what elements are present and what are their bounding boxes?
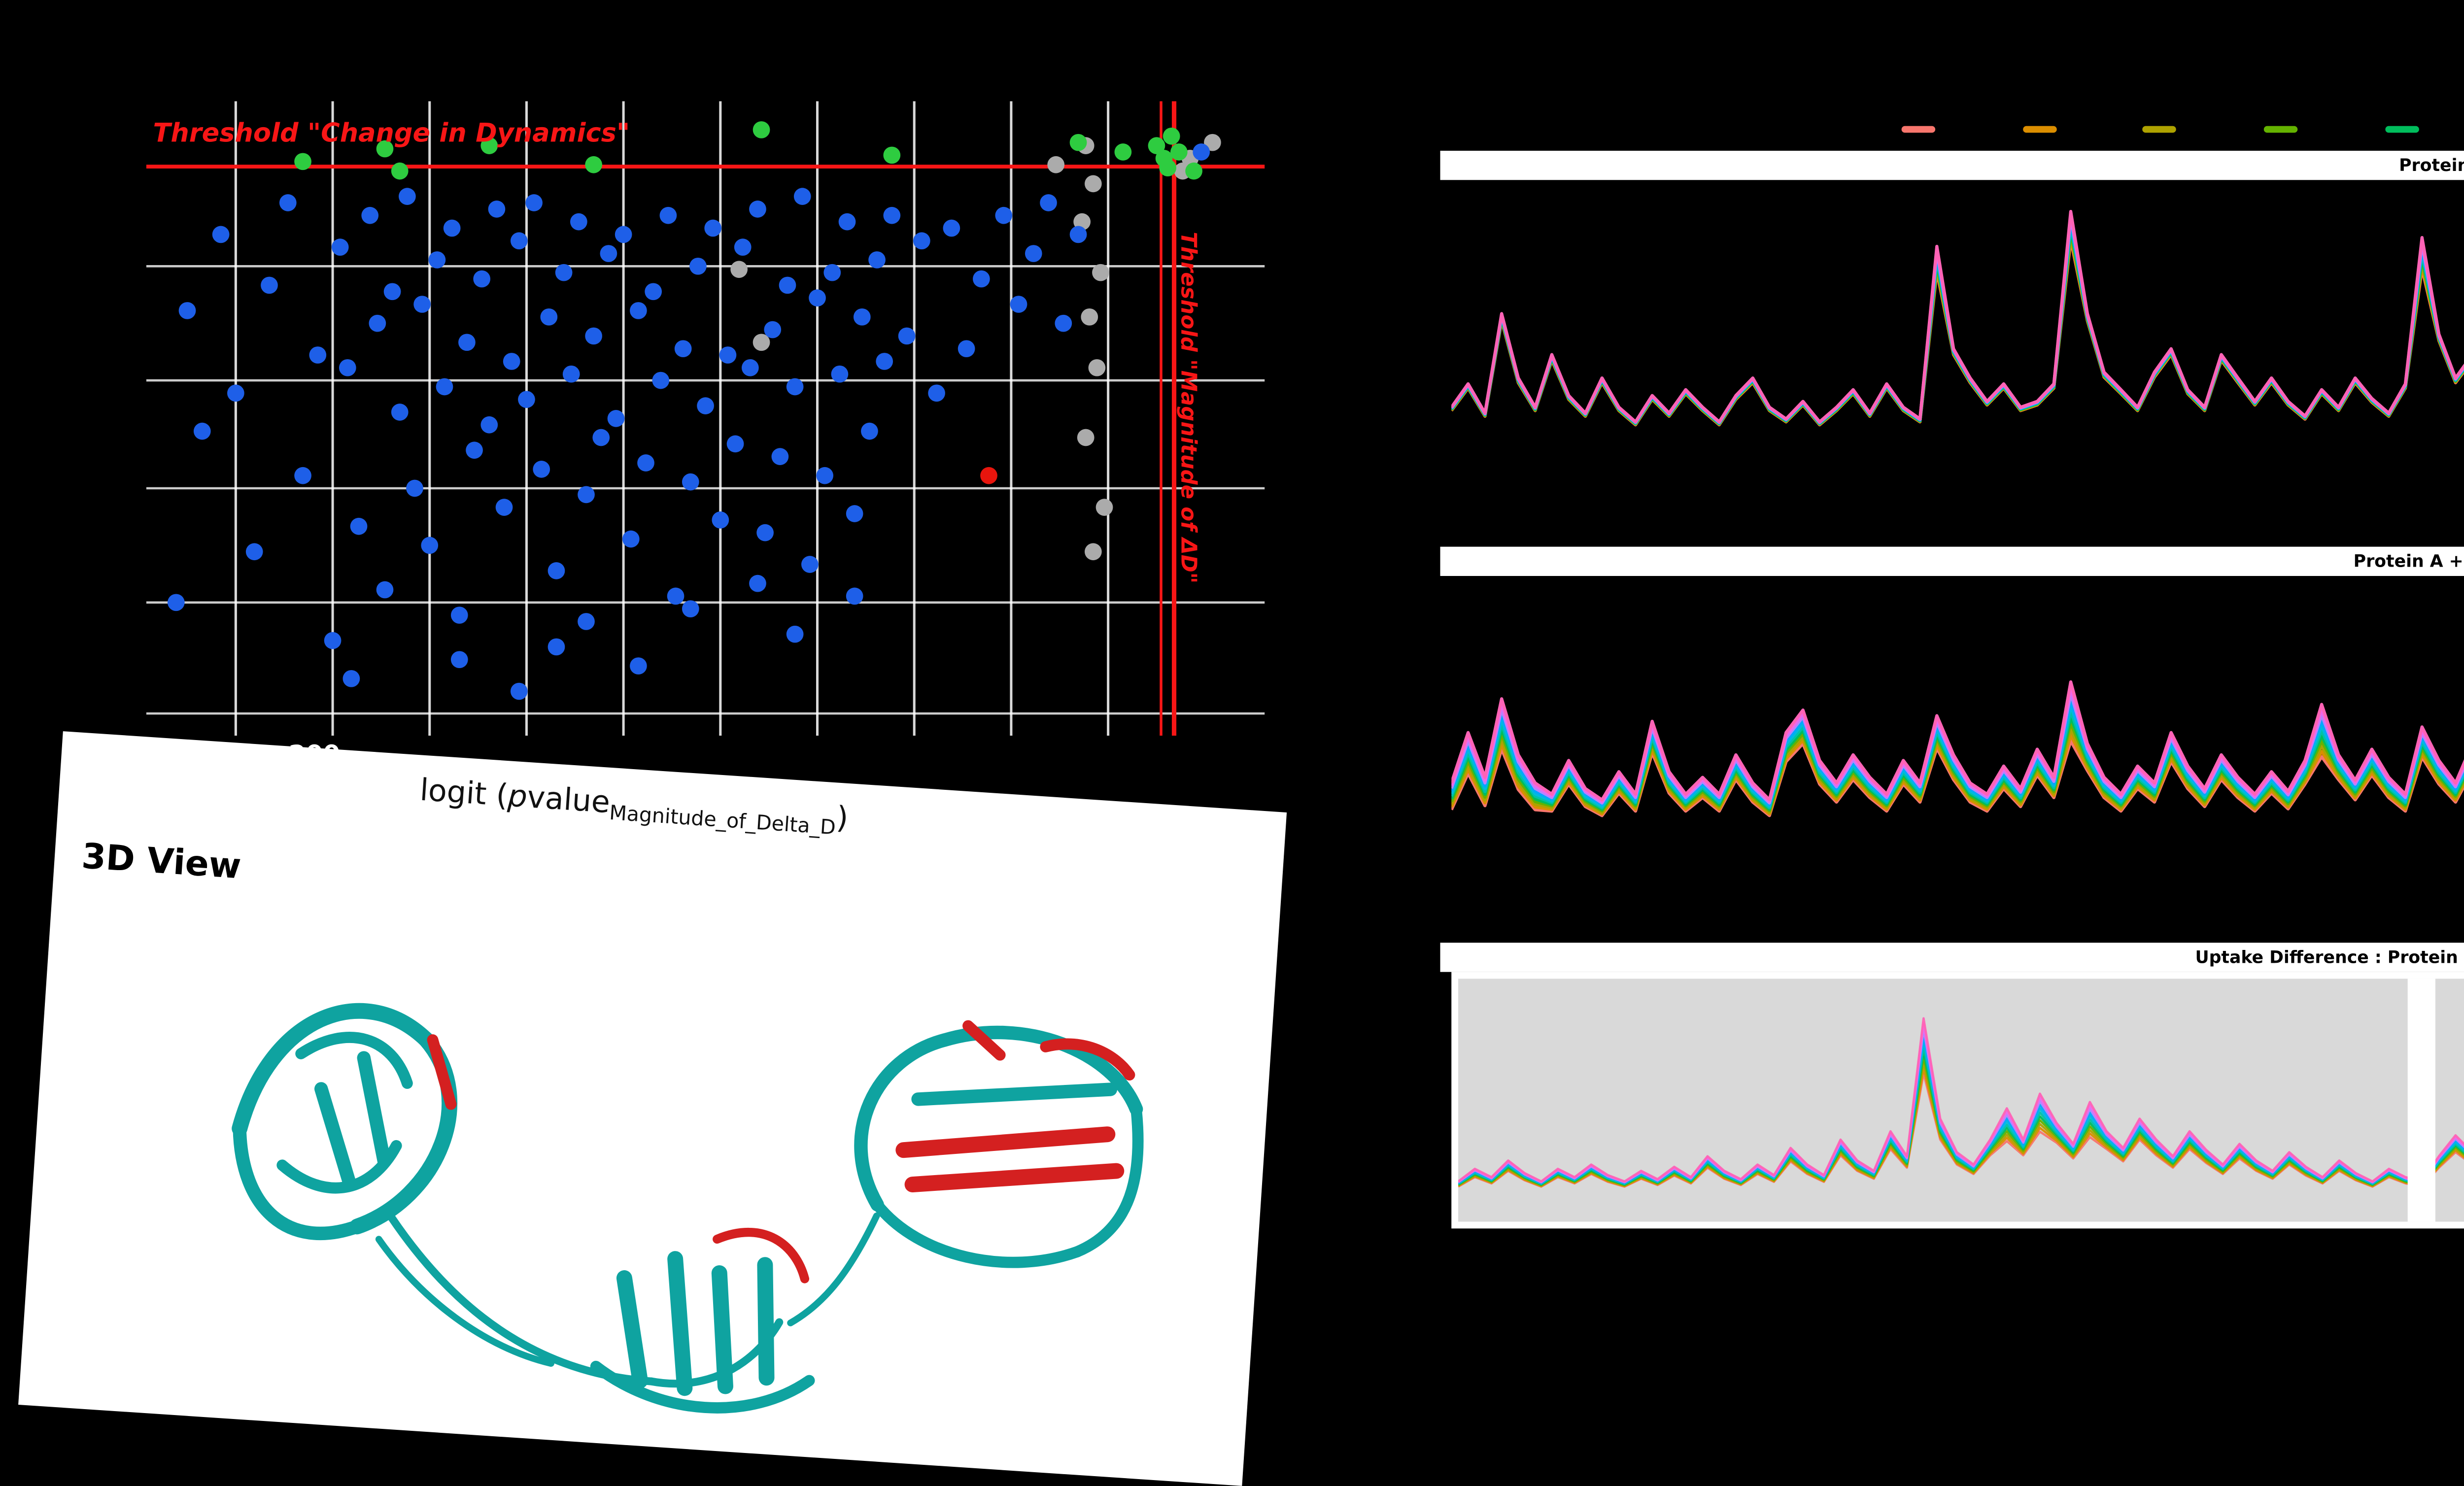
panel-title-protein-a-ligand: Protein A + Ligand	[1440, 546, 2464, 576]
series-legend	[1901, 124, 2464, 135]
threshold-magnitude-label: Threshold "Magnitude of ΔD"	[1174, 232, 1199, 584]
app-canvas: Threshold "Change in Dynamics" Threshold…	[18, 101, 2464, 1486]
uptake-plot-protein-a-ligand[interactable]	[1450, 578, 2464, 905]
uptake-difference-plot[interactable]	[1451, 972, 2464, 1229]
panel-title-protein-a: Protein A	[1440, 150, 2464, 180]
view3d-title: 3D View	[80, 836, 242, 887]
panel-title-uptake-difference: Uptake Difference : Protein A - (Protein…	[1440, 943, 2464, 972]
panel-3d[interactable]: logit (pvalueMagnitude_of_Delta_D) 3D Vi…	[18, 731, 1287, 1486]
legend-swatch-2[interactable]	[2143, 125, 2177, 134]
legend-swatch-4[interactable]	[2385, 125, 2419, 134]
protein-structure[interactable]	[142, 887, 1210, 1472]
threshold-dynamics-label: Threshold "Change in Dynamics"	[153, 117, 630, 149]
volcano-plot[interactable]	[146, 101, 1265, 736]
volcano-x-axis-label: logit (pvalueMagnitude_of_Delta_D)	[418, 773, 850, 842]
uptake-plot-protein-a[interactable]	[1450, 182, 2464, 522]
legend-swatch-0[interactable]	[1901, 125, 1936, 134]
legend-swatch-3[interactable]	[2264, 125, 2298, 134]
legend-swatch-1[interactable]	[2022, 125, 2056, 134]
